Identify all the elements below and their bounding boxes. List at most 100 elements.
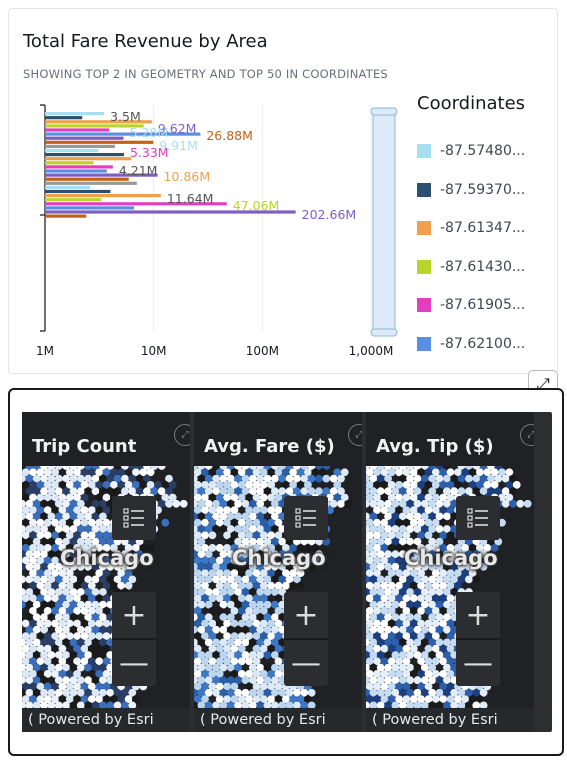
bar[interactable]	[45, 144, 115, 148]
hex-cell	[391, 575, 400, 584]
hex-cell	[219, 525, 228, 533]
hex-cell	[80, 644, 89, 653]
city-label: Chicago	[232, 546, 326, 570]
hex-cell	[201, 468, 209, 477]
map-canvas[interactable]	[366, 466, 534, 708]
hex-cell	[51, 619, 59, 628]
hex-cell	[282, 544, 290, 552]
bar[interactable]	[45, 124, 144, 128]
hex-cell	[194, 676, 198, 685]
legend-item[interactable]: -87.61905...	[417, 286, 557, 325]
legend-item[interactable]: -87.57480...	[417, 132, 557, 171]
hex-cell	[121, 474, 129, 483]
hex-cell	[29, 632, 37, 640]
hex-cell	[431, 581, 440, 590]
bar[interactable]	[45, 210, 296, 214]
legend-item[interactable]: -87.61347...	[417, 209, 557, 248]
hex-cell	[428, 613, 437, 622]
bar[interactable]	[45, 173, 158, 177]
hex-cell	[102, 518, 111, 527]
hex-cell	[80, 581, 89, 590]
hex-cell	[406, 701, 414, 708]
map-expand-icon[interactable]: ⤢	[520, 424, 534, 446]
bar[interactable]	[45, 112, 105, 116]
bar[interactable]	[45, 202, 227, 206]
bar[interactable]	[45, 185, 91, 189]
map-avg-fare[interactable]: Avg. Fare ($) ⤢ Chicago + —( Powered by Esri	[194, 412, 362, 732]
hex-cell	[373, 581, 381, 590]
bar[interactable]	[45, 140, 154, 144]
legend-item[interactable]: -87.59370...	[417, 171, 557, 210]
bar[interactable]	[45, 161, 94, 165]
scrollbar-handle-top[interactable]	[370, 107, 398, 116]
bar[interactable]	[45, 177, 129, 181]
zoom-in-button[interactable]: +	[284, 592, 328, 638]
hex-cell	[311, 468, 320, 477]
hex-cell	[212, 651, 220, 659]
map-attribution[interactable]: ( Powered by Esri	[194, 708, 362, 732]
map-avg-tip[interactable]: Avg. Tip ($) ⤢ Chicago + —( Powered by Esri	[366, 412, 534, 732]
hex-cell	[443, 487, 451, 496]
hex-cell	[318, 468, 327, 477]
hex-cell	[505, 481, 514, 489]
hex-cell	[373, 644, 381, 653]
hex-cell	[102, 493, 111, 502]
legend-item[interactable]: -87.61430...	[417, 248, 557, 287]
bar[interactable]	[45, 181, 137, 185]
bar[interactable]	[45, 136, 124, 140]
hex-cell	[194, 512, 198, 521]
bar[interactable]	[45, 148, 99, 153]
bar[interactable]	[45, 189, 111, 194]
map-attribution[interactable]: ( Powered by Esri	[22, 708, 190, 732]
bar[interactable]	[45, 132, 201, 136]
hex-cell	[446, 594, 455, 603]
hex-cell	[315, 550, 323, 559]
bar[interactable]	[45, 120, 152, 124]
legend-item[interactable]: -87.62100...	[417, 325, 557, 364]
scrollbar-handle-bottom[interactable]	[370, 328, 398, 337]
zoom-out-button[interactable]: —	[456, 640, 500, 686]
bar[interactable]	[45, 169, 107, 173]
map-canvas[interactable]	[194, 466, 362, 708]
bar[interactable]	[45, 198, 102, 202]
hex-cell	[212, 487, 220, 496]
hex-cell	[406, 663, 414, 672]
hex-cell	[271, 588, 279, 596]
bar[interactable]	[45, 157, 132, 161]
hex-cell	[54, 638, 63, 647]
hex-cell	[274, 581, 283, 590]
bar[interactable]	[45, 165, 113, 169]
hex-cell	[369, 701, 378, 708]
map-legend-button[interactable]	[284, 496, 328, 540]
zoom-out-button[interactable]: —	[284, 640, 328, 686]
hex-cell	[215, 682, 224, 691]
zoom-in-button[interactable]: +	[112, 592, 156, 638]
map-trip-count[interactable]: Trip Count ⤢ Chicago + —( Powered by Esri	[22, 412, 190, 732]
hex-cell	[395, 493, 403, 502]
chart-scrollbar[interactable]	[372, 112, 396, 332]
bar[interactable]	[45, 194, 161, 198]
bar[interactable]	[45, 153, 124, 157]
hex-cell	[366, 518, 374, 527]
hex-cell	[212, 676, 220, 685]
map-legend-button[interactable]	[112, 496, 156, 540]
bar[interactable]	[45, 116, 83, 120]
hex-cell	[252, 506, 261, 514]
map-legend-button[interactable]	[456, 496, 500, 540]
map-canvas[interactable]	[22, 466, 190, 708]
hex-cell	[245, 695, 253, 703]
map-expand-icon[interactable]: ⤢	[174, 424, 190, 446]
map-attribution[interactable]: ( Powered by Esri	[366, 708, 534, 732]
hex-cell	[454, 695, 462, 703]
hex-cell	[87, 657, 96, 666]
bar[interactable]	[45, 214, 87, 218]
hex-cell	[201, 493, 209, 502]
bar[interactable]	[45, 128, 110, 132]
zoom-out-button[interactable]: —	[112, 640, 156, 686]
map-expand-icon[interactable]: ⤢	[348, 424, 362, 446]
hex-cell	[113, 701, 122, 708]
bar[interactable]	[45, 206, 135, 210]
zoom-in-button[interactable]: +	[456, 592, 500, 638]
hex-cell	[274, 531, 283, 540]
